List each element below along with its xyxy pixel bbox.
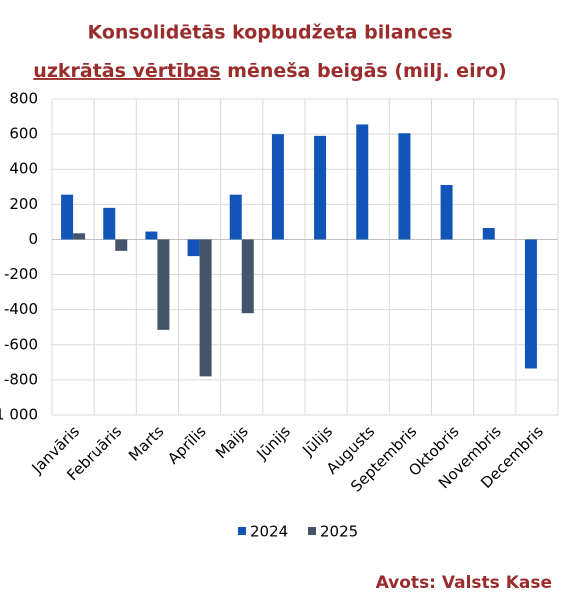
bar [73, 233, 86, 240]
y-tick-label: 400 [9, 160, 38, 178]
legend-swatch [238, 527, 246, 535]
source: Avots: Valsts Kase [376, 573, 552, 593]
y-tick-label: -400 [4, 300, 38, 318]
bar [103, 207, 116, 240]
y-tick-label: -1 000 [0, 406, 38, 424]
y-tick-label: 0 [28, 230, 38, 248]
y-tick-label: -600 [4, 335, 38, 353]
y-tick-label: -800 [4, 370, 38, 388]
y-tick-label: -200 [4, 265, 38, 283]
x-tick-label: Maijs [212, 422, 252, 462]
x-tick-label: Aprīlis [164, 422, 210, 468]
bar [199, 239, 212, 377]
x-tick-label: Jūlijs [298, 422, 336, 460]
bar [356, 124, 369, 240]
bar [187, 239, 200, 257]
bar [115, 239, 128, 251]
bar [145, 231, 158, 240]
legend-swatch [308, 527, 316, 535]
bar [482, 228, 495, 240]
y-tick-label: 800 [9, 90, 38, 108]
chart-subtitle: uzkrātās vērtības mēneša beigās (milj. e… [33, 60, 506, 82]
bar [314, 135, 327, 240]
y-tick-label: 600 [9, 125, 38, 143]
x-tick-label: Jūnijs [252, 422, 294, 464]
chart-title: Konsolidētās kopbudžeta bilances [87, 22, 452, 44]
subtitle-underlined: uzkrātās vērtības [33, 60, 220, 82]
legend-label: 2024 [250, 523, 288, 541]
bar [524, 239, 537, 369]
bar [398, 133, 411, 240]
bar [440, 185, 453, 240]
bar [229, 194, 242, 240]
subtitle-rest: mēneša beigās (milj. eiro) [227, 60, 507, 82]
bar [61, 194, 74, 240]
bar [241, 239, 254, 314]
bar [271, 134, 284, 240]
legend-label: 2025 [320, 523, 358, 541]
bar [157, 239, 170, 330]
y-tick-label: 200 [9, 195, 38, 213]
x-tick-label: Marts [125, 422, 168, 465]
